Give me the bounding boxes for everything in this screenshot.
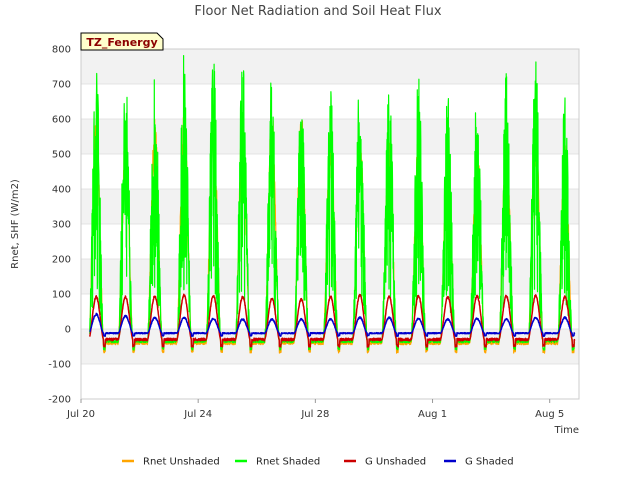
background-band	[81, 49, 579, 84]
legend-label-rnet-unshaded: Rnet Unshaded	[143, 457, 220, 468]
series-line-g-unshaded	[89, 293, 576, 348]
y-tick-label: 700	[52, 80, 71, 91]
x-axis-ticks: Jul 20 Jul 24 Jul 28 Aug 1 Aug 5	[66, 399, 564, 420]
y-tick-label: -100	[48, 360, 71, 371]
y-tick-label: 600	[52, 115, 71, 126]
y-tick-label: 300	[52, 220, 71, 231]
y-tick-label: 200	[52, 255, 71, 266]
y-axis-ticks: -200 -100 0 100 200 300 400 500 600 700 800	[48, 45, 71, 406]
y-tick-label: -200	[48, 395, 71, 406]
y-tick-label: 400	[52, 185, 71, 196]
tz-badge: TZ_Fenergy	[80, 32, 164, 51]
y-tick-label: 100	[52, 290, 71, 301]
y-tick-label: 0	[65, 325, 71, 336]
legend-label-rnet-shaded: Rnet Shaded	[256, 457, 320, 468]
x-tick-label: Jul 28	[300, 409, 329, 420]
y-tick-label: 500	[52, 150, 71, 161]
series-layer	[89, 55, 576, 354]
series-line-g-shaded	[89, 312, 576, 337]
chart-title: Floor Net Radiation and Soil Heat Flux	[194, 4, 441, 19]
y-axis-title: Rnet, SHF (W/m2)	[10, 179, 21, 269]
x-tick-label: Jul 20	[66, 409, 95, 420]
x-axis-title: Time	[554, 425, 579, 436]
legend-label-g-shaded: G Shaded	[465, 457, 514, 468]
badge-label: TZ_Fenergy	[86, 36, 157, 49]
plot-frame	[80, 48, 580, 400]
x-tick-label: Aug 5	[535, 409, 564, 420]
y-tick-label: 800	[52, 45, 71, 56]
legend-label-g-unshaded: G Unshaded	[365, 457, 426, 468]
legend[interactable]: Rnet Unshaded Rnet Shaded G Unshaded G Shad…	[122, 457, 514, 468]
x-tick-label: Jul 24	[183, 409, 212, 420]
x-tick-label: Aug 1	[418, 409, 447, 420]
background-band	[81, 329, 579, 364]
